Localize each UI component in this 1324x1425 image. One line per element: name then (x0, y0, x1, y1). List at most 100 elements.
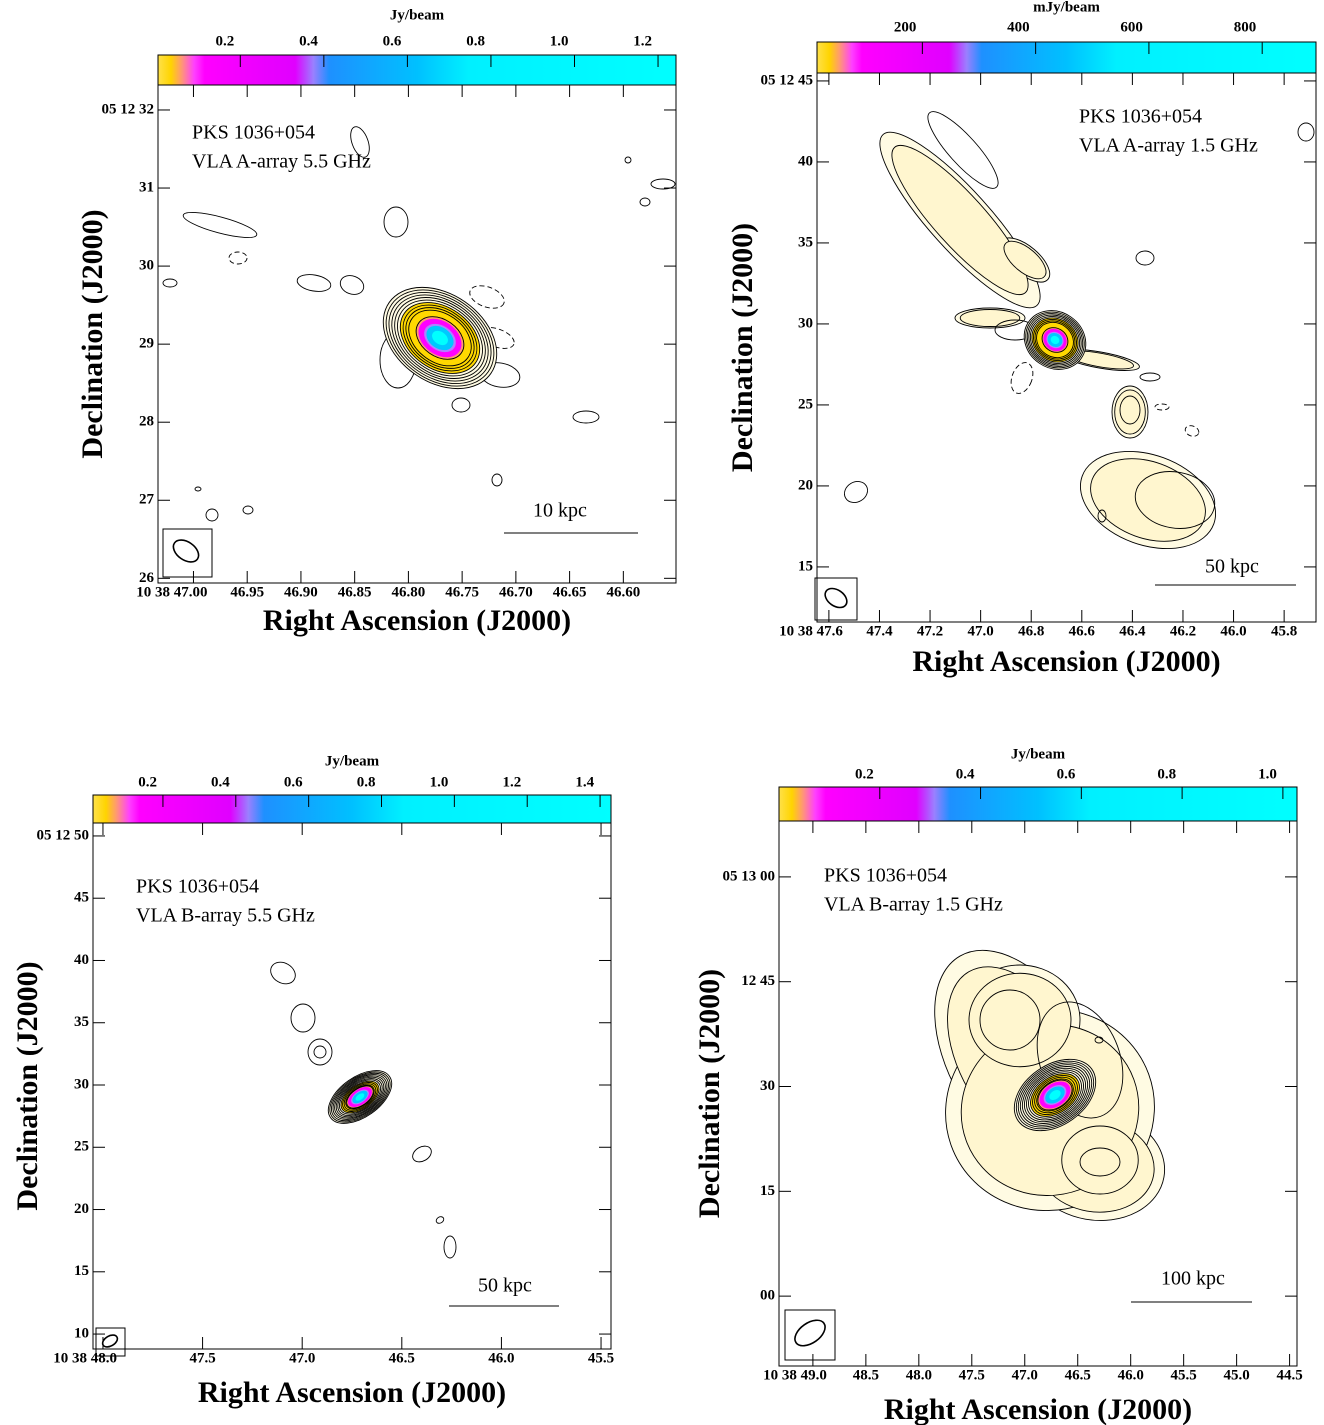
x-tick-label: 47.0 (1012, 1367, 1038, 1383)
y-tick-label: 05 12 32 (102, 101, 155, 117)
y-tick-label: 30 (139, 258, 154, 274)
colorbar-tick-label: 1.2 (633, 33, 652, 49)
contour (969, 973, 1071, 1067)
figure: Jy/beam0.20.40.60.81.01.210 38 47.0046.9… (0, 0, 1324, 1425)
x-tick-label: 45.8 (1271, 623, 1297, 639)
y-tick-label: 20 (798, 477, 813, 493)
contour (410, 1143, 434, 1165)
contour (384, 207, 408, 237)
y-tick-label: 10 (74, 1325, 89, 1341)
array-config: VLA B-array 5.5 GHz (136, 905, 315, 927)
contour (206, 509, 218, 521)
colorbar-tick-label: 600 (1120, 19, 1143, 35)
x-tick-label: 46.2 (1170, 623, 1196, 639)
contour (876, 130, 1045, 309)
x-axis-title: Right Ascension (J2000) (263, 604, 571, 637)
x-tick-label: 10 38 48.0 (53, 1350, 117, 1366)
array-config: VLA B-array 1.5 GHz (824, 894, 1003, 916)
colorbar-tick-label: 0.4 (299, 33, 318, 49)
contour (435, 1215, 445, 1224)
y-tick-label: 30 (798, 315, 813, 331)
scale-bar-label: 10 kpc (533, 500, 587, 522)
contour (267, 958, 300, 988)
contour (960, 310, 1020, 327)
x-tick-label: 46.0 (488, 1350, 514, 1366)
negative-contour (229, 252, 247, 264)
source-name: PKS 1036+054 (824, 865, 947, 887)
colorbar-tick-label: 0.8 (466, 33, 485, 49)
colorbar-tick-label: 0.8 (357, 774, 376, 790)
contour (444, 1236, 456, 1258)
x-tick-label: 47.5 (189, 1350, 215, 1366)
contour (163, 279, 177, 287)
y-tick-label: 00 (760, 1288, 775, 1304)
x-tick-label: 46.0 (1220, 623, 1246, 639)
x-tick-label: 48.5 (853, 1367, 879, 1383)
x-tick-label: 46.75 (445, 584, 479, 600)
x-tick-label: 46.60 (606, 584, 640, 600)
x-tick-label: 48.0 (906, 1367, 932, 1383)
beam (822, 585, 851, 612)
contour (651, 179, 675, 189)
y-tick-label: 28 (139, 414, 154, 430)
contour (195, 487, 201, 491)
colorbar-tick-label: 200 (894, 19, 917, 35)
y-tick-label: 25 (798, 396, 813, 412)
y-tick-label: 31 (139, 179, 154, 195)
x-tick-label: 46.4 (1119, 623, 1146, 639)
array-config: VLA A-array 5.5 GHz (192, 151, 371, 173)
y-tick-label: 27 (139, 492, 155, 508)
contour (181, 207, 259, 242)
source-name: PKS 1036+054 (192, 122, 315, 144)
x-tick-label: 47.0 (289, 1350, 315, 1366)
colorbar-tick-label: 0.2 (216, 33, 235, 49)
contour (640, 198, 650, 206)
contour (243, 506, 253, 514)
y-tick-label: 15 (760, 1183, 775, 1199)
colorbar-tick-label: 0.6 (1057, 766, 1076, 782)
y-tick-label: 35 (74, 1014, 89, 1030)
y-tick-label: 12 45 (741, 973, 775, 989)
x-tick-label: 46.5 (1065, 1367, 1091, 1383)
y-tick-label: 05 12 45 (761, 72, 814, 88)
x-axis-title: Right Ascension (J2000) (912, 645, 1220, 678)
y-tick-label: 45 (74, 890, 89, 906)
colorbar-tick-label: 0.6 (284, 774, 303, 790)
colorbar-tick-label: 1.0 (1258, 766, 1277, 782)
contour (492, 474, 502, 486)
x-tick-label: 10 38 47.6 (779, 623, 843, 639)
x-tick-label: 46.0 (1118, 1367, 1144, 1383)
panel: Jy/beam0.20.40.60.81.01.210 38 47.0046.9… (76, 7, 676, 636)
negative-contour (1184, 424, 1201, 438)
contour (296, 272, 332, 294)
contour (625, 157, 631, 163)
y-tick-label: 20 (74, 1201, 89, 1217)
x-tick-label: 46.85 (338, 584, 372, 600)
colorbar-unit: mJy/beam (1033, 0, 1100, 15)
x-tick-label: 10 38 47.00 (136, 584, 207, 600)
contour (573, 411, 599, 423)
scale-bar-label: 50 kpc (478, 1275, 532, 1297)
y-tick-label: 40 (798, 153, 813, 169)
y-tick-label: 29 (139, 336, 154, 352)
colorbar-tick-label: 1.0 (430, 774, 449, 790)
x-tick-label: 45.5 (588, 1350, 614, 1366)
y-tick-label: 05 12 50 (37, 827, 90, 843)
colorbar-tick-label: 1.0 (550, 33, 569, 49)
scale-bar-label: 100 kpc (1161, 1268, 1225, 1290)
x-axis-title: Right Ascension (J2000) (884, 1393, 1192, 1425)
x-tick-label: 46.80 (392, 584, 426, 600)
colorbar-tick-label: 1.4 (575, 774, 594, 790)
contour (1115, 390, 1146, 434)
x-tick-label: 46.5 (389, 1350, 415, 1366)
y-tick-label: 05 13 00 (723, 868, 776, 884)
beam-box (815, 578, 857, 620)
source-name: PKS 1036+054 (136, 876, 259, 898)
y-axis-title: Declination (J2000) (11, 961, 44, 1210)
contour (1062, 1126, 1139, 1194)
colorbar (779, 787, 1297, 821)
colorbar-tick-label: 0.4 (211, 774, 230, 790)
